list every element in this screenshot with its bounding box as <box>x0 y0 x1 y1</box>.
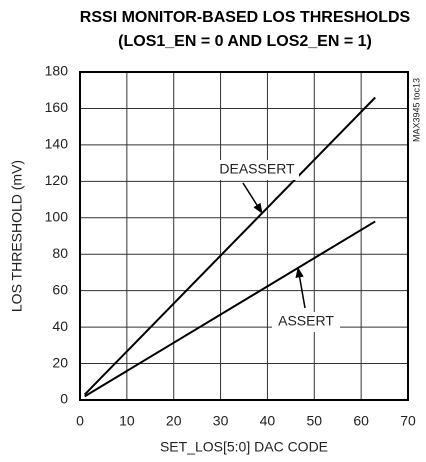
x-tick-label: 0 <box>76 413 84 429</box>
y-tick-label: 120 <box>45 172 69 188</box>
x-tick-label: 50 <box>306 413 322 429</box>
y-tick-label: 80 <box>52 245 68 261</box>
label-background <box>272 312 340 332</box>
y-tick-label: 60 <box>52 281 68 297</box>
y-tick-label: 180 <box>45 63 69 79</box>
series-line <box>84 220 376 398</box>
figure-id: MAX3945 toc13 <box>411 78 421 142</box>
series-line <box>83 96 376 396</box>
y-tick-label: 20 <box>52 354 68 370</box>
annotation-arrow <box>242 182 263 214</box>
x-tick-label: 30 <box>213 413 229 429</box>
y-tick-label: 100 <box>45 208 69 224</box>
chart-title: RSSI MONITOR-BASED LOS THRESHOLDS <box>80 9 411 26</box>
y-axis-label: LOS THRESHOLD (mV) <box>9 160 25 312</box>
x-tick-label: 60 <box>353 413 369 429</box>
x-tick-label: 10 <box>119 413 135 429</box>
plot-frame <box>79 71 409 401</box>
label-background <box>215 160 299 180</box>
y-tick-label: 40 <box>52 318 68 334</box>
y-tick-label: 160 <box>45 99 69 115</box>
y-tick-label: 0 <box>60 391 68 407</box>
series-label: ASSERT <box>278 313 334 329</box>
x-tick-label: 70 <box>400 413 416 429</box>
x-tick-label: 40 <box>260 413 276 429</box>
annotation-arrow <box>295 266 306 309</box>
series-label: DEASSERT <box>219 161 295 177</box>
x-tick-label: 20 <box>166 413 182 429</box>
x-axis-label: SET_LOS[5:0] DAC CODE <box>160 439 328 455</box>
chart-subtitle: (LOS1_EN = 0 AND LOS2_EN = 1) <box>118 33 372 50</box>
y-tick-label: 140 <box>45 136 69 152</box>
